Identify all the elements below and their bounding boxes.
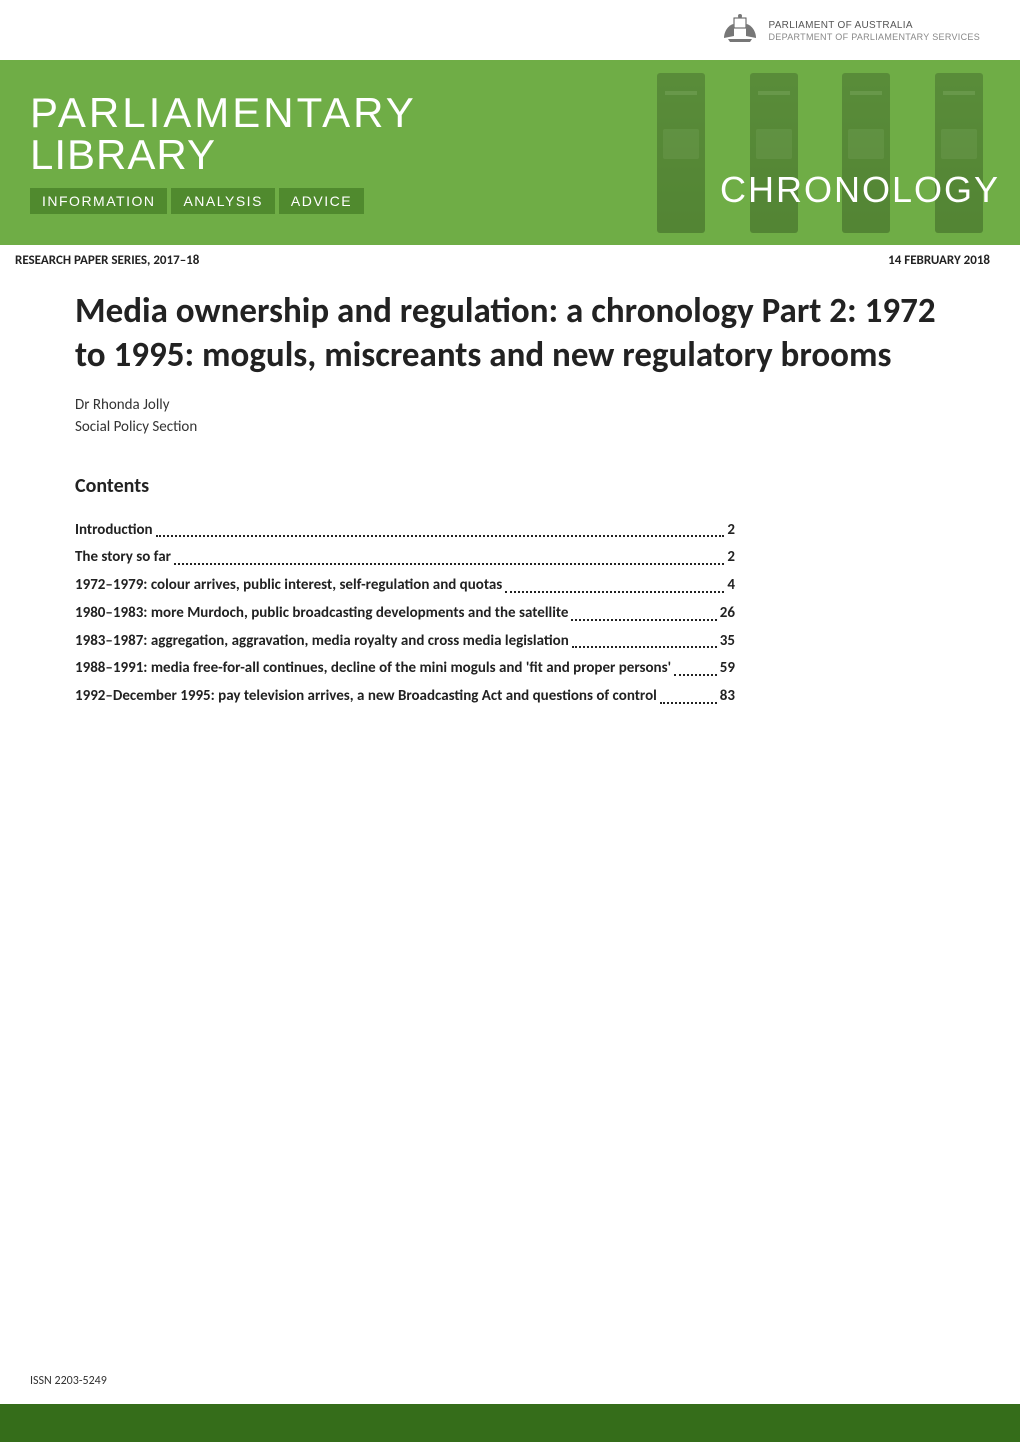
author-name: Dr Rhonda Jolly <box>75 396 945 414</box>
page-root: PARLIAMENT OF AUSTRALIA DEPARTMENT OF PA… <box>0 0 1020 1442</box>
toc-dots <box>571 619 716 621</box>
toc-page: 2 <box>727 520 735 542</box>
toc-page: 2 <box>727 547 735 569</box>
header-logo-area: PARLIAMENT OF AUSTRALIA DEPARTMENT OF PA… <box>0 0 1020 60</box>
org-logo-block: PARLIAMENT OF AUSTRALIA DEPARTMENT OF PA… <box>720 12 980 50</box>
toc-page: 83 <box>720 686 735 708</box>
toc-entry: The story so far 2 <box>75 547 735 569</box>
toc-entry: 1983–1987: aggregation, aggravation, med… <box>75 631 735 653</box>
toc-label: 1983–1987: aggregation, aggravation, med… <box>75 631 569 653</box>
banner-chronology-label: CHRONOLOGY <box>635 169 1005 211</box>
document-title: Media ownership and regulation: a chrono… <box>75 290 945 378</box>
toc-entry: Introduction 2 <box>75 520 735 542</box>
banner-tag-information: INFORMATION <box>30 188 167 214</box>
banner-books-graphic <box>635 60 1005 245</box>
toc-dots <box>505 591 724 593</box>
meta-row: RESEARCH PAPER SERIES, 2017–18 14 FEBRUA… <box>0 245 1020 290</box>
banner-left: PARLIAMENTARY LIBRARY INFORMATION ANALYS… <box>30 92 615 214</box>
toc-label: Introduction <box>75 520 153 542</box>
toc-page: 35 <box>720 631 735 653</box>
toc-dots <box>174 563 724 565</box>
toc-label: 1980–1983: more Murdoch, public broadcas… <box>75 603 568 625</box>
series-label: RESEARCH PAPER SERIES, 2017–18 <box>15 253 199 268</box>
toc-label: 1992–December 1995: pay television arriv… <box>75 686 657 708</box>
toc-page: 4 <box>727 575 735 597</box>
author-section: Social Policy Section <box>75 418 945 436</box>
date-label: 14 FEBRUARY 2018 <box>888 253 990 268</box>
banner-right: CHRONOLOGY <box>635 60 1005 245</box>
crest-icon <box>720 12 760 50</box>
toc-page: 26 <box>720 603 735 625</box>
contents-heading: Contents <box>75 474 945 498</box>
toc-page: 59 <box>720 658 735 680</box>
logo-text-line2: DEPARTMENT OF PARLIAMENTARY SERVICES <box>768 32 980 43</box>
toc-label: The story so far <box>75 547 171 569</box>
banner-tag-analysis: ANALYSIS <box>171 188 274 214</box>
banner-tags: INFORMATION ANALYSIS ADVICE <box>30 188 615 214</box>
logo-text: PARLIAMENT OF AUSTRALIA DEPARTMENT OF PA… <box>768 20 980 43</box>
toc-entry: 1988–1991: media free-for-all continues,… <box>75 658 735 680</box>
banner-title-line2: LIBRARY <box>30 134 615 176</box>
content-area: Media ownership and regulation: a chrono… <box>0 290 1020 1404</box>
footer-bar <box>0 1404 1020 1442</box>
toc-dots <box>674 674 717 676</box>
toc-entry: 1992–December 1995: pay television arriv… <box>75 686 735 708</box>
logo-text-line1: PARLIAMENT OF AUSTRALIA <box>768 20 980 32</box>
toc-dots <box>660 702 717 704</box>
banner-tag-advice: ADVICE <box>279 188 364 214</box>
toc-entry: 1972–1979: colour arrives, public intere… <box>75 575 735 597</box>
issn-label: ISSN 2203-5249 <box>30 1374 107 1388</box>
banner-title-line1: PARLIAMENTARY <box>30 92 615 134</box>
toc-label: 1972–1979: colour arrives, public intere… <box>75 575 502 597</box>
toc-dots <box>156 535 725 537</box>
toc-label: 1988–1991: media free-for-all continues,… <box>75 658 671 680</box>
toc-list: Introduction 2 The story so far 2 1972–1… <box>75 520 735 708</box>
banner: PARLIAMENTARY LIBRARY INFORMATION ANALYS… <box>0 60 1020 245</box>
toc-entry: 1980–1983: more Murdoch, public broadcas… <box>75 603 735 625</box>
toc-dots <box>572 646 717 648</box>
